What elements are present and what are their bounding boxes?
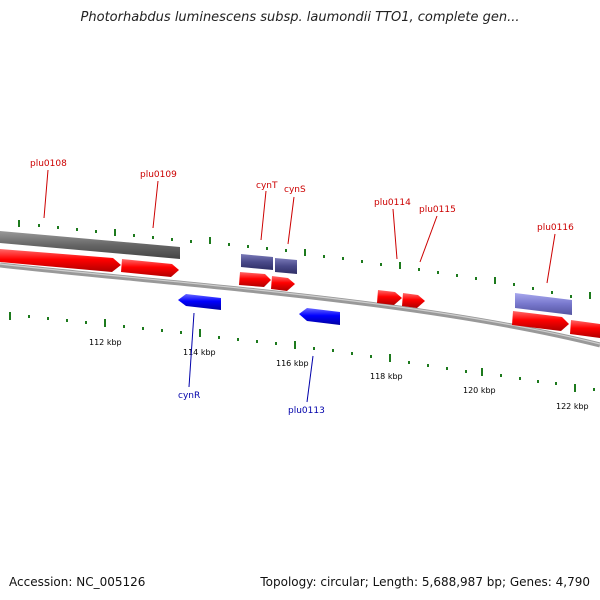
topology-text: Topology: circular; Length: 5,688,987 bp… [260, 575, 590, 589]
reverse-gene-labels [188, 312, 314, 403]
label-plu0114[interactable]: plu0114 [374, 198, 411, 208]
leader-plu0114 [392, 208, 398, 260]
lower-tick-row [9, 312, 595, 392]
leader-cynR [188, 312, 195, 388]
leader-plu0108 [43, 169, 49, 219]
accession-text: Accession: NC_005126 [9, 575, 146, 589]
leader-plu0115 [419, 215, 438, 263]
leader-cynS [287, 196, 295, 245]
tick-label-114: 114 kbp [183, 348, 216, 357]
gene-cynS-arrow [271, 276, 295, 291]
gene-plu0113-arrow [299, 308, 340, 325]
reverse-genes [178, 294, 340, 325]
forward-genes [0, 249, 600, 338]
feature-plu0116-box [515, 293, 572, 315]
forward-gene-labels [43, 169, 556, 284]
feature-cynT-box [241, 254, 273, 270]
label-plu0113[interactable]: plu0113 [288, 406, 325, 416]
tick-label-118: 118 kbp [370, 372, 403, 381]
label-plu0108[interactable]: plu0108 [30, 159, 67, 169]
gene-cynR-arrow [178, 294, 221, 310]
leader-plu0113 [306, 355, 314, 403]
label-plu0116[interactable]: plu0116 [537, 223, 574, 233]
gene-plu0109-arrow [121, 259, 179, 277]
leader-cynT [260, 190, 267, 241]
label-cynS[interactable]: cynS [284, 185, 306, 195]
tick-label-112: 112 kbp [89, 338, 122, 347]
gene-plu0108-arrow [0, 249, 121, 272]
tick-label-116: 116 kbp [276, 359, 309, 368]
label-cynR[interactable]: cynR [178, 391, 200, 401]
map-title: Photorhabdus luminescens subsp. laumondi… [80, 10, 520, 25]
tick-labels: 112 kbp 114 kbp 116 kbp 118 kbp 120 kbp … [89, 338, 589, 411]
grey-feature-band [0, 231, 180, 259]
gene-plu0114-arrow [377, 290, 402, 305]
upper-tick-row [18, 220, 591, 299]
feature-cynS-box [275, 258, 297, 274]
gene-plu0116-arrow [512, 311, 569, 331]
other-features [241, 254, 572, 315]
leader-plu0109 [152, 180, 159, 229]
label-plu0109[interactable]: plu0109 [140, 170, 177, 180]
label-cynT[interactable]: cynT [256, 181, 278, 191]
leader-plu0116 [546, 233, 556, 284]
genome-backbone [0, 262, 600, 348]
label-plu0115[interactable]: plu0115 [419, 205, 456, 215]
tick-label-120: 120 kbp [463, 386, 496, 395]
gene-cynT-arrow [239, 272, 271, 287]
tick-label-122: 122 kbp [556, 402, 589, 411]
gene-plu0115-arrow [402, 293, 425, 308]
gene-right-edge-arrow [570, 320, 600, 338]
